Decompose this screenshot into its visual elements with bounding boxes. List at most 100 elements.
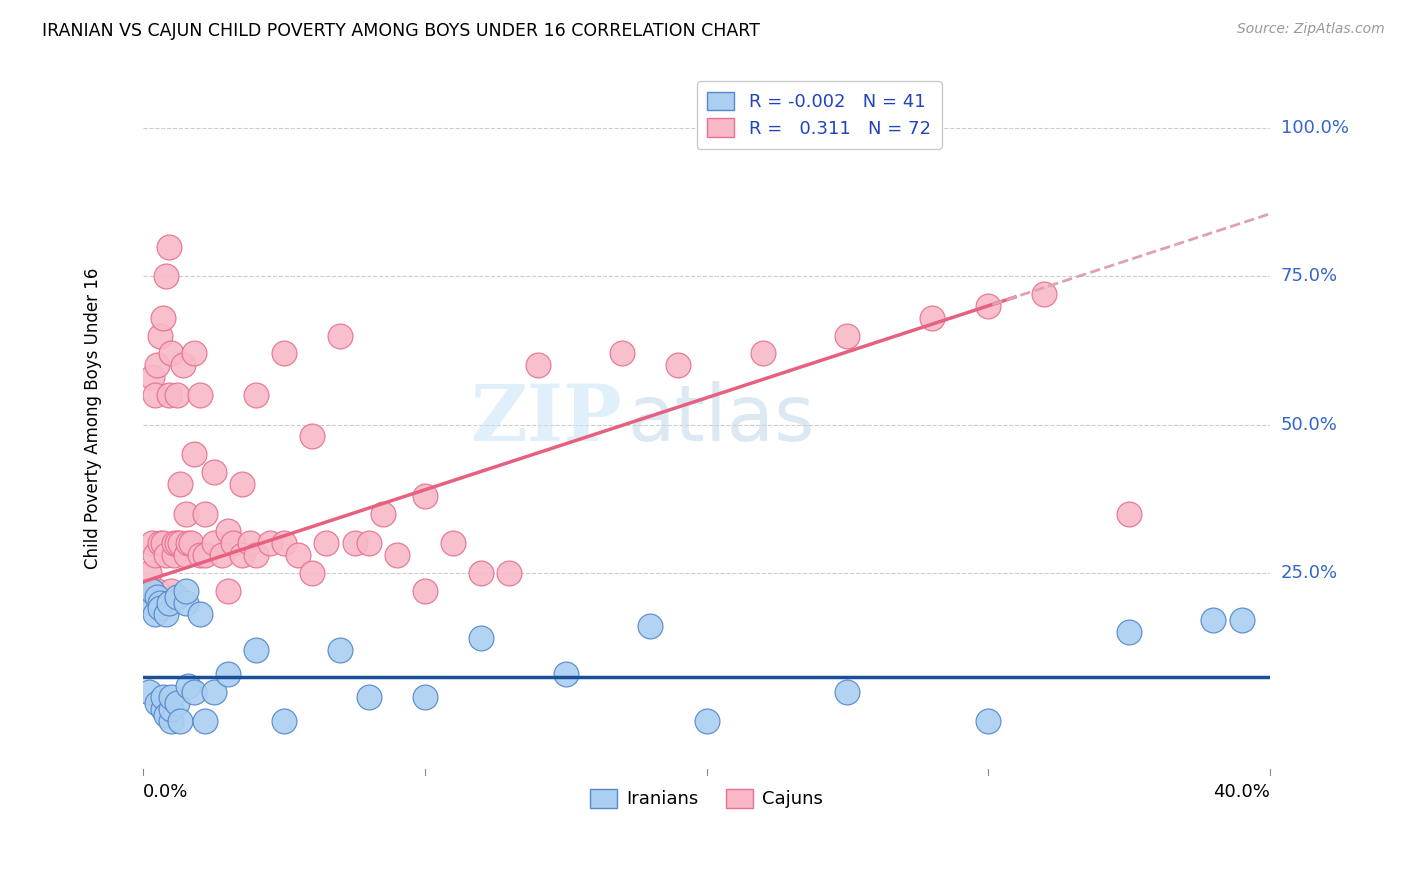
Point: [180, 536, 202, 550]
Text: ZIP: ZIP: [471, 381, 621, 457]
Point: [1118, 625, 1140, 640]
Point: [135, 583, 157, 598]
Point: [211, 548, 233, 562]
Point: [837, 328, 859, 343]
Point: [526, 358, 548, 372]
Text: 75.0%: 75.0%: [1281, 268, 1339, 285]
Point: [1033, 287, 1056, 301]
Point: [177, 679, 200, 693]
Point: [194, 507, 217, 521]
Point: [157, 388, 180, 402]
Text: Child Poverty Among Boys Under 16: Child Poverty Among Boys Under 16: [83, 268, 101, 569]
Point: [498, 566, 520, 580]
Point: [163, 536, 186, 550]
Point: [194, 548, 217, 562]
Point: [174, 595, 197, 609]
Point: [174, 548, 197, 562]
Point: [188, 548, 211, 562]
Point: [259, 536, 281, 550]
Point: [138, 566, 160, 580]
Point: [837, 684, 859, 698]
Point: [921, 310, 943, 325]
Point: [301, 566, 323, 580]
Point: [183, 684, 205, 698]
Point: [188, 388, 211, 402]
Point: [143, 607, 166, 622]
Point: [273, 346, 295, 360]
Point: [217, 524, 239, 539]
Point: [222, 536, 245, 550]
Point: [385, 548, 408, 562]
Point: [146, 358, 169, 372]
Point: [194, 714, 217, 728]
Point: [160, 346, 183, 360]
Legend: Iranians, Cajuns: Iranians, Cajuns: [583, 781, 830, 815]
Point: [155, 607, 177, 622]
Text: atlas: atlas: [627, 381, 815, 457]
Point: [169, 476, 191, 491]
Point: [413, 690, 436, 705]
Point: [149, 536, 172, 550]
Point: [149, 595, 172, 609]
Point: [166, 536, 188, 550]
Point: [696, 714, 718, 728]
Point: [143, 548, 166, 562]
Point: [1202, 613, 1225, 627]
Point: [273, 536, 295, 550]
Text: Source: ZipAtlas.com: Source: ZipAtlas.com: [1237, 22, 1385, 37]
Point: [1230, 613, 1253, 627]
Point: [157, 239, 180, 253]
Text: 40.0%: 40.0%: [1213, 783, 1270, 802]
Point: [166, 590, 188, 604]
Point: [172, 358, 194, 372]
Point: [371, 507, 394, 521]
Point: [273, 714, 295, 728]
Point: [413, 489, 436, 503]
Point: [329, 643, 352, 657]
Point: [183, 447, 205, 461]
Point: [245, 388, 267, 402]
Point: [202, 684, 225, 698]
Point: [239, 536, 262, 550]
Point: [160, 690, 183, 705]
Point: [217, 666, 239, 681]
Point: [441, 536, 464, 550]
Point: [638, 619, 661, 633]
Point: [183, 346, 205, 360]
Point: [231, 548, 253, 562]
Point: [146, 583, 169, 598]
Point: [329, 328, 352, 343]
Point: [169, 714, 191, 728]
Point: [470, 631, 492, 645]
Point: [155, 708, 177, 723]
Point: [343, 536, 366, 550]
Point: [152, 536, 174, 550]
Text: 100.0%: 100.0%: [1281, 119, 1348, 136]
Point: [149, 328, 172, 343]
Point: [160, 583, 183, 598]
Point: [166, 388, 188, 402]
Point: [174, 583, 197, 598]
Point: [152, 310, 174, 325]
Point: [245, 548, 267, 562]
Point: [231, 476, 253, 491]
Point: [1118, 507, 1140, 521]
Point: [977, 299, 1000, 313]
Point: [202, 465, 225, 479]
Text: 25.0%: 25.0%: [1281, 564, 1339, 582]
Point: [157, 595, 180, 609]
Point: [217, 583, 239, 598]
Point: [413, 583, 436, 598]
Point: [169, 536, 191, 550]
Point: [177, 536, 200, 550]
Point: [146, 590, 169, 604]
Point: [752, 346, 775, 360]
Point: [141, 583, 163, 598]
Text: IRANIAN VS CAJUN CHILD POVERTY AMONG BOYS UNDER 16 CORRELATION CHART: IRANIAN VS CAJUN CHILD POVERTY AMONG BOY…: [42, 22, 761, 40]
Point: [357, 536, 380, 550]
Point: [315, 536, 337, 550]
Point: [141, 370, 163, 384]
Point: [141, 595, 163, 609]
Point: [149, 601, 172, 615]
Point: [155, 548, 177, 562]
